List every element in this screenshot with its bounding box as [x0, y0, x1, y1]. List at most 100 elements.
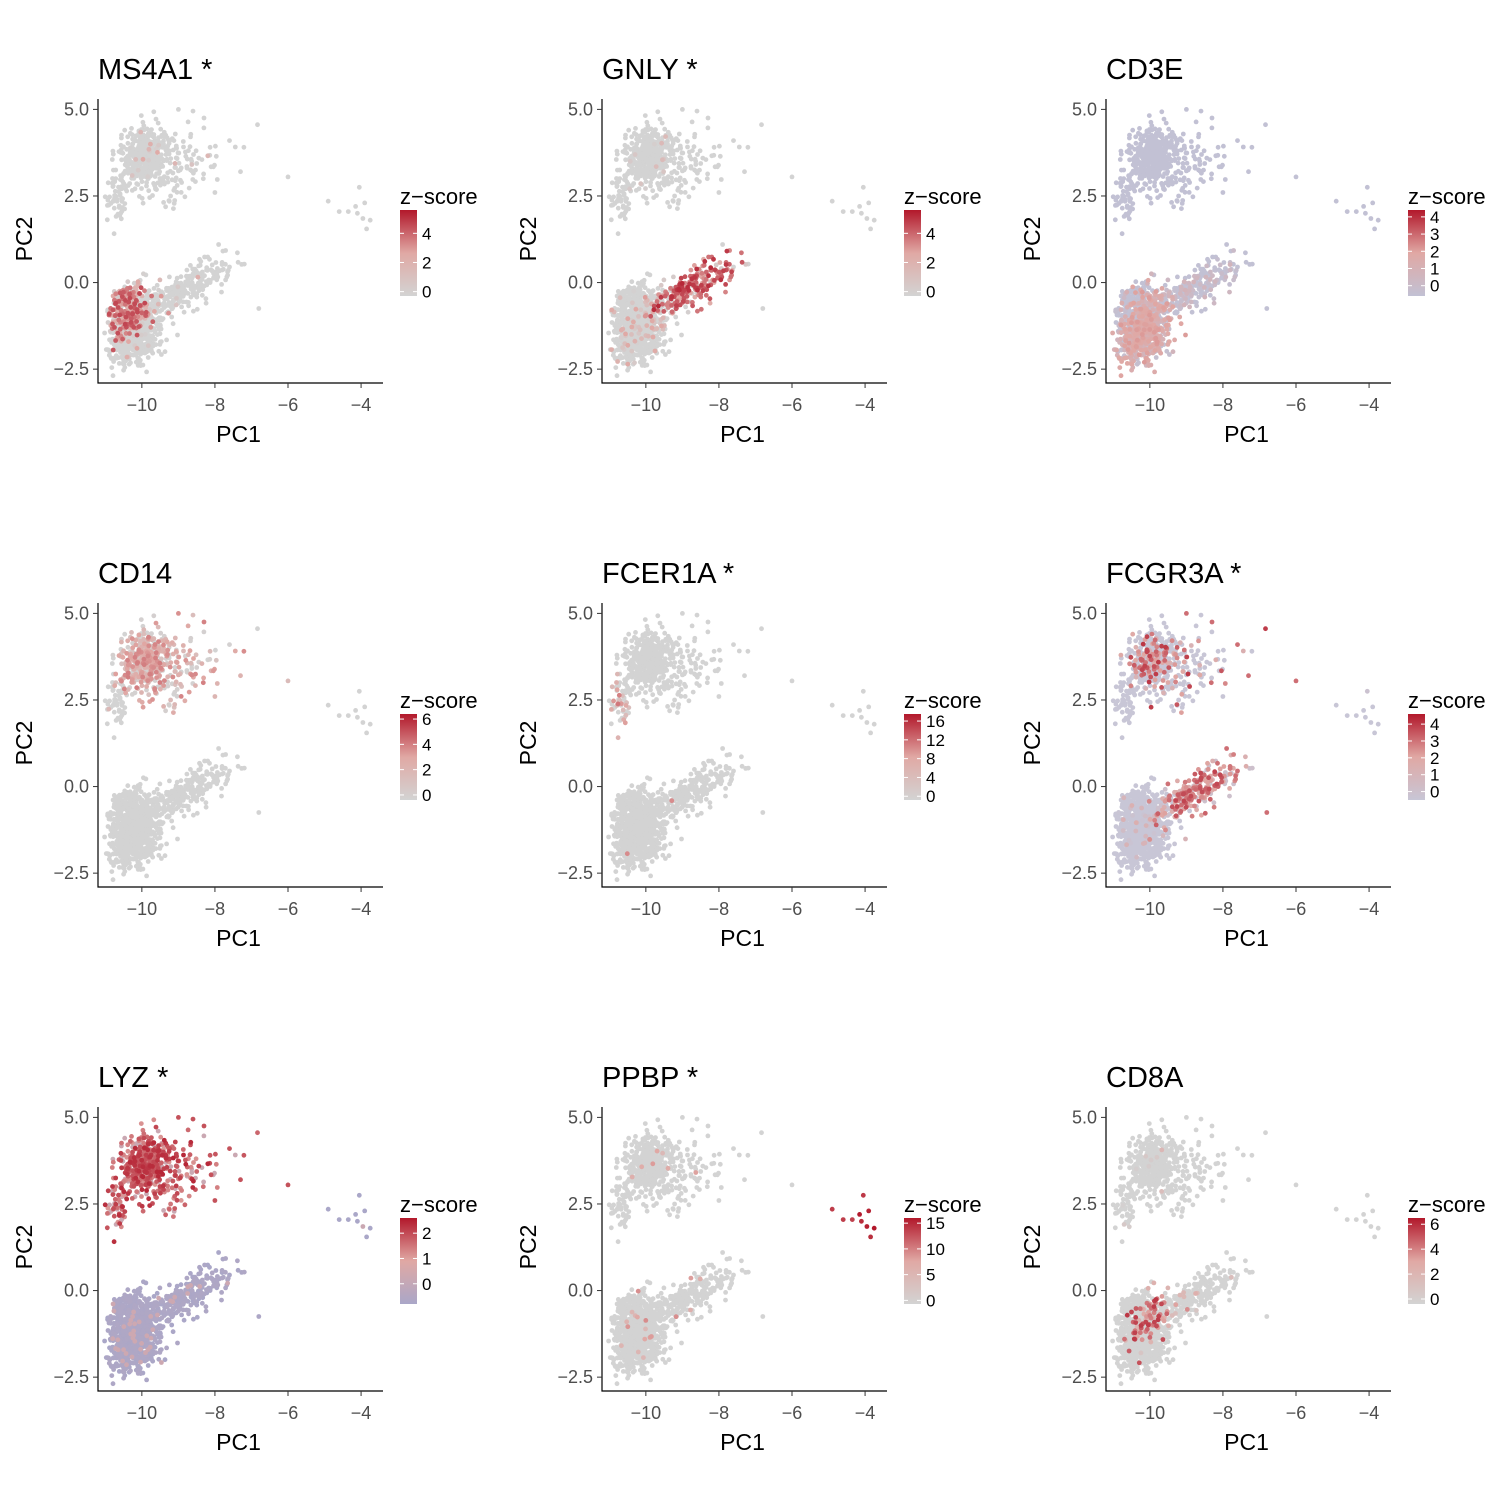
cell-point	[122, 127, 128, 133]
cell-point	[1153, 355, 1159, 360]
cell-point	[131, 324, 137, 330]
cell-point	[1129, 171, 1134, 177]
cell-point	[717, 143, 722, 149]
cell-point	[161, 200, 167, 205]
cell-point	[1188, 139, 1194, 144]
cell-point	[620, 345, 625, 350]
cell-point	[109, 356, 114, 361]
cell-point	[137, 291, 143, 296]
cell-point	[1172, 149, 1178, 155]
cell-point	[678, 156, 684, 162]
cell-point	[1178, 284, 1184, 290]
cell-point	[1213, 153, 1219, 159]
cell-point	[1154, 173, 1160, 179]
cell-point	[167, 274, 172, 280]
cell-point	[1221, 153, 1227, 159]
cell-point	[168, 304, 174, 309]
x-tick-label: −6	[278, 395, 299, 415]
cell-point	[134, 319, 140, 324]
cell-point	[689, 119, 695, 125]
cell-point	[1227, 267, 1233, 273]
cell-point	[615, 205, 621, 211]
cell-point	[148, 348, 154, 354]
cell-point	[723, 262, 729, 267]
cell-point	[174, 275, 180, 281]
cell-point	[144, 183, 149, 189]
cell-point	[1165, 176, 1171, 181]
cell-point	[1121, 295, 1127, 301]
cell-point	[239, 262, 245, 267]
cell-point	[609, 180, 615, 186]
cell-point	[164, 285, 169, 291]
cell-point	[213, 143, 218, 149]
cell-point	[690, 148, 695, 154]
cell-point	[219, 289, 224, 295]
cell-point	[660, 315, 666, 321]
cell-point	[1194, 303, 1199, 309]
cell-point	[742, 169, 747, 175]
cell-point	[204, 267, 210, 273]
cell-point	[1124, 189, 1129, 195]
cell-point	[675, 206, 680, 212]
cell-point	[1113, 309, 1118, 314]
cell-point	[364, 226, 369, 232]
cell-point	[207, 144, 213, 150]
cell-point	[1113, 320, 1119, 325]
cell-point	[661, 309, 667, 314]
cell-point	[648, 126, 654, 132]
cell-point	[127, 295, 133, 301]
cell-point	[617, 193, 623, 199]
cell-point	[235, 250, 240, 256]
cell-point	[113, 193, 119, 199]
cell-point	[173, 302, 179, 308]
cell-point	[1180, 185, 1186, 191]
cell-point	[146, 188, 152, 194]
cell-point	[647, 142, 653, 148]
cell-point	[232, 144, 238, 150]
cell-point	[149, 293, 155, 299]
cell-point	[1147, 302, 1153, 308]
cell-point	[157, 176, 163, 181]
cell-point	[123, 331, 129, 336]
cell-point	[857, 204, 862, 209]
cell-point	[1156, 169, 1162, 175]
cell-point	[1119, 205, 1125, 211]
cell-point	[669, 294, 675, 300]
cell-point	[1171, 144, 1177, 150]
cell-point	[620, 203, 626, 209]
cell-point	[170, 321, 176, 327]
cell-point	[117, 312, 123, 318]
cell-point	[1138, 145, 1143, 151]
cell-point	[614, 373, 620, 379]
cell-point	[152, 303, 157, 309]
cell-point	[1211, 300, 1217, 306]
cell-point	[609, 307, 615, 313]
cell-point	[642, 294, 648, 300]
cell-point	[205, 254, 211, 260]
cell-point	[175, 332, 180, 338]
cell-point	[680, 107, 685, 112]
cell-point	[650, 295, 656, 301]
cell-point	[633, 188, 639, 193]
cell-point	[107, 194, 112, 200]
cell-point	[1155, 195, 1161, 201]
cell-point	[1146, 113, 1152, 118]
y-axis-title: PC2	[515, 217, 541, 262]
cell-point	[685, 144, 690, 150]
cell-point	[122, 301, 128, 307]
cell-point	[609, 203, 614, 208]
cell-point	[620, 304, 626, 310]
cell-point	[215, 266, 220, 271]
cell-point	[1182, 145, 1187, 151]
cell-point	[1117, 157, 1123, 162]
cell-point	[1113, 180, 1119, 186]
cell-point	[1221, 260, 1227, 265]
cell-point	[1227, 262, 1233, 267]
cell-point	[105, 180, 111, 186]
cell-point	[665, 200, 670, 205]
cell-point	[1207, 277, 1213, 282]
cell-point	[187, 273, 193, 279]
cell-point	[105, 203, 110, 208]
cell-point	[701, 262, 707, 268]
cell-point	[1119, 231, 1125, 237]
